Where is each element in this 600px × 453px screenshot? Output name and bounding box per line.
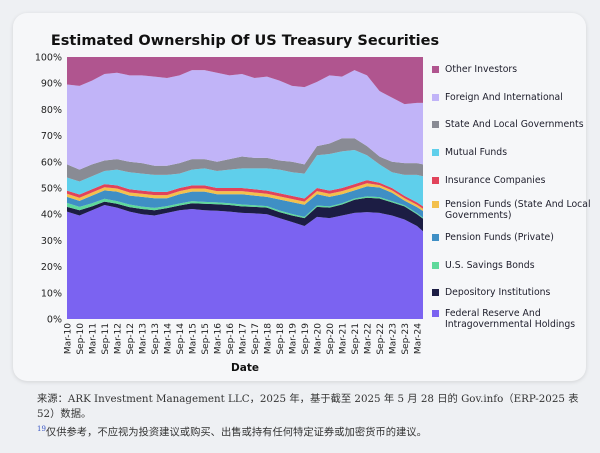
- y-tick-label: 10%: [41, 288, 62, 299]
- legend-item: Mutual Funds: [430, 147, 595, 158]
- x-tick-label: Sep-20: [326, 323, 336, 355]
- disclaimer-text: 仅供参考，不应视为投资建议或购买、出售或持有任何特定证券或加密货币的建议。: [45, 426, 427, 439]
- legend-swatch: [432, 177, 439, 184]
- y-tick-label: 100%: [35, 53, 62, 64]
- y-tick-label: 90%: [41, 79, 62, 90]
- source-caption: 来源：ARK Investment Management LLC，2025 年，…: [37, 392, 587, 440]
- y-tick-label: 80%: [41, 105, 62, 116]
- y-tick-label: 0%: [47, 315, 62, 326]
- y-tick-label: 60%: [41, 157, 62, 168]
- legend-label: U.S. Savings Bonds: [445, 260, 535, 271]
- legend-swatch: [432, 66, 439, 73]
- legend-item: U.S. Savings Bonds: [430, 260, 595, 271]
- legend-swatch: [432, 234, 439, 241]
- x-tick-label: Sep-23: [401, 323, 411, 355]
- legend-swatch: [432, 149, 439, 156]
- x-tick-label: Sep-10: [76, 323, 86, 355]
- y-tick-label: 30%: [41, 236, 62, 247]
- legend-swatch: [432, 201, 439, 208]
- legend-label: Insurance Companies: [445, 175, 546, 186]
- x-tick-label: Sep-15: [201, 323, 211, 355]
- x-tick-label: Mar-12: [114, 323, 124, 354]
- x-tick-label: Mar-23: [389, 323, 399, 354]
- caption-line-1: 来源：ARK Investment Management LLC，2025 年，…: [37, 393, 579, 420]
- x-tick-label: Mar-15: [189, 323, 199, 354]
- legend-swatch: [432, 94, 439, 101]
- area-federal-reserve-and-intragovernmental-holdings: [67, 205, 423, 319]
- footnote-mark: 19: [37, 425, 46, 433]
- x-tick-label: Sep-11: [101, 323, 111, 355]
- legend-label: Pension Funds (State And Local Governmen…: [445, 199, 591, 221]
- area-u-s-savings-bonds: [67, 196, 423, 219]
- area-depository-institutions: [67, 197, 423, 232]
- x-tick-label: Sep-18: [276, 323, 286, 355]
- x-tick-label: Sep-16: [226, 323, 236, 355]
- y-tick-label: 20%: [41, 262, 62, 273]
- legend-label: State And Local Governments: [445, 119, 584, 130]
- x-tick-label: Mar-14: [164, 323, 174, 354]
- x-tick-label: Sep-21: [351, 323, 361, 355]
- x-tick-label: Sep-14: [176, 323, 186, 355]
- x-tick-label: Mar-11: [89, 323, 99, 354]
- area-pension-funds-private: [67, 186, 423, 218]
- legend-item: Foreign And International: [430, 92, 595, 103]
- legend-item: Other Investors: [430, 64, 595, 75]
- y-tick-label: 70%: [41, 131, 62, 142]
- x-tick-label: Mar-17: [239, 323, 249, 354]
- x-tick-label: Mar-24: [414, 323, 424, 354]
- y-tick-label: 50%: [41, 184, 62, 195]
- legend-label: Foreign And International: [445, 92, 563, 103]
- x-tick-label: Sep-22: [376, 323, 386, 355]
- area-other-investors: [67, 57, 423, 105]
- legend-swatch: [432, 289, 439, 296]
- area-mutual-funds: [67, 150, 423, 207]
- x-axis-label: Date: [231, 362, 259, 374]
- caption-line-2: 19仅供参考，不应视为投资建议或购买、出售或持有任何特定证券或加密货币的建议。: [37, 422, 587, 440]
- y-tick-label: 40%: [41, 210, 62, 221]
- chart-title: Estimated Ownership Of US Treasury Secur…: [51, 33, 439, 49]
- legend-item: Pension Funds (Private): [430, 232, 595, 243]
- x-tick-label: Sep-12: [126, 323, 136, 355]
- legend-item: Depository Institutions: [430, 287, 595, 298]
- x-tick-label: Mar-22: [364, 323, 374, 354]
- legend-label: Mutual Funds: [445, 147, 508, 158]
- legend-swatch: [432, 310, 439, 317]
- x-tick-label: Mar-19: [289, 323, 299, 354]
- legend-label: Federal Reserve And Intragovernmental Ho…: [445, 308, 576, 330]
- legend-item: Pension Funds (State And Local Governmen…: [430, 199, 595, 221]
- legend-label: Depository Institutions: [445, 287, 551, 298]
- x-tick-label: Mar-16: [214, 323, 224, 354]
- x-tick-label: Mar-20: [314, 323, 324, 354]
- area-state-and-local-governments: [67, 138, 423, 182]
- legend-swatch: [432, 121, 439, 128]
- legend-label: Other Investors: [445, 64, 518, 75]
- legend-label: Pension Funds (Private): [445, 232, 554, 243]
- legend-item: Insurance Companies: [430, 175, 595, 186]
- x-tick-label: Sep-19: [301, 323, 311, 355]
- legend-item: State And Local Governments: [430, 119, 595, 130]
- x-tick-label: Mar-18: [264, 323, 274, 354]
- x-tick-label: Mar-13: [139, 323, 149, 354]
- x-tick-label: Mar-21: [339, 323, 349, 354]
- area-foreign-and-international: [67, 70, 423, 170]
- x-tick-label: Sep-13: [151, 323, 161, 355]
- legend-swatch: [432, 262, 439, 269]
- x-tick-label: Mar-10: [64, 323, 74, 354]
- x-tick-label: Sep-17: [251, 323, 261, 355]
- legend-item: Federal Reserve And Intragovernmental Ho…: [430, 308, 595, 330]
